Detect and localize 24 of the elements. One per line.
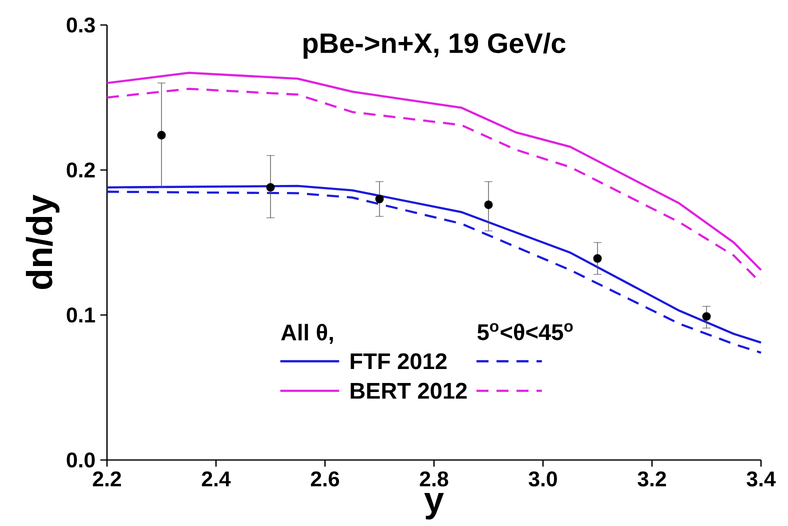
point xyxy=(157,130,166,140)
y-tick-label: 0.3 xyxy=(66,17,95,33)
x-tick-label: 2.6 xyxy=(310,471,340,486)
x-tick-label: 2.2 xyxy=(92,471,121,486)
x-tick-label: 2.4 xyxy=(202,471,231,486)
y-tick-label: 0.2 xyxy=(66,162,95,178)
legend-title: All θ, xyxy=(281,324,333,344)
y-axis-title: dn/dy xyxy=(26,194,60,290)
point xyxy=(702,312,711,321)
point xyxy=(593,254,602,263)
legend-label: BERT 2012 xyxy=(350,382,467,399)
chart-title: pBe->n+X, 19 GeV/c xyxy=(304,32,566,59)
y-tick-label: 0.0 xyxy=(66,452,95,468)
x-tick-label: 3.0 xyxy=(528,471,557,487)
x-tick-label: 3.2 xyxy=(638,471,666,487)
legend-label: FTF 2012 xyxy=(350,353,447,370)
point xyxy=(375,194,384,204)
x-tick-label: 2.8 xyxy=(420,471,448,486)
point xyxy=(266,183,275,192)
x-tick-label: 3.4 xyxy=(746,471,776,487)
annotation: 5$^{o}$<θ<45$^{o}$ xyxy=(477,323,573,340)
x-axis-title: y xyxy=(424,492,444,520)
y-tick-label: 0.1 xyxy=(66,307,96,323)
point xyxy=(484,200,493,210)
